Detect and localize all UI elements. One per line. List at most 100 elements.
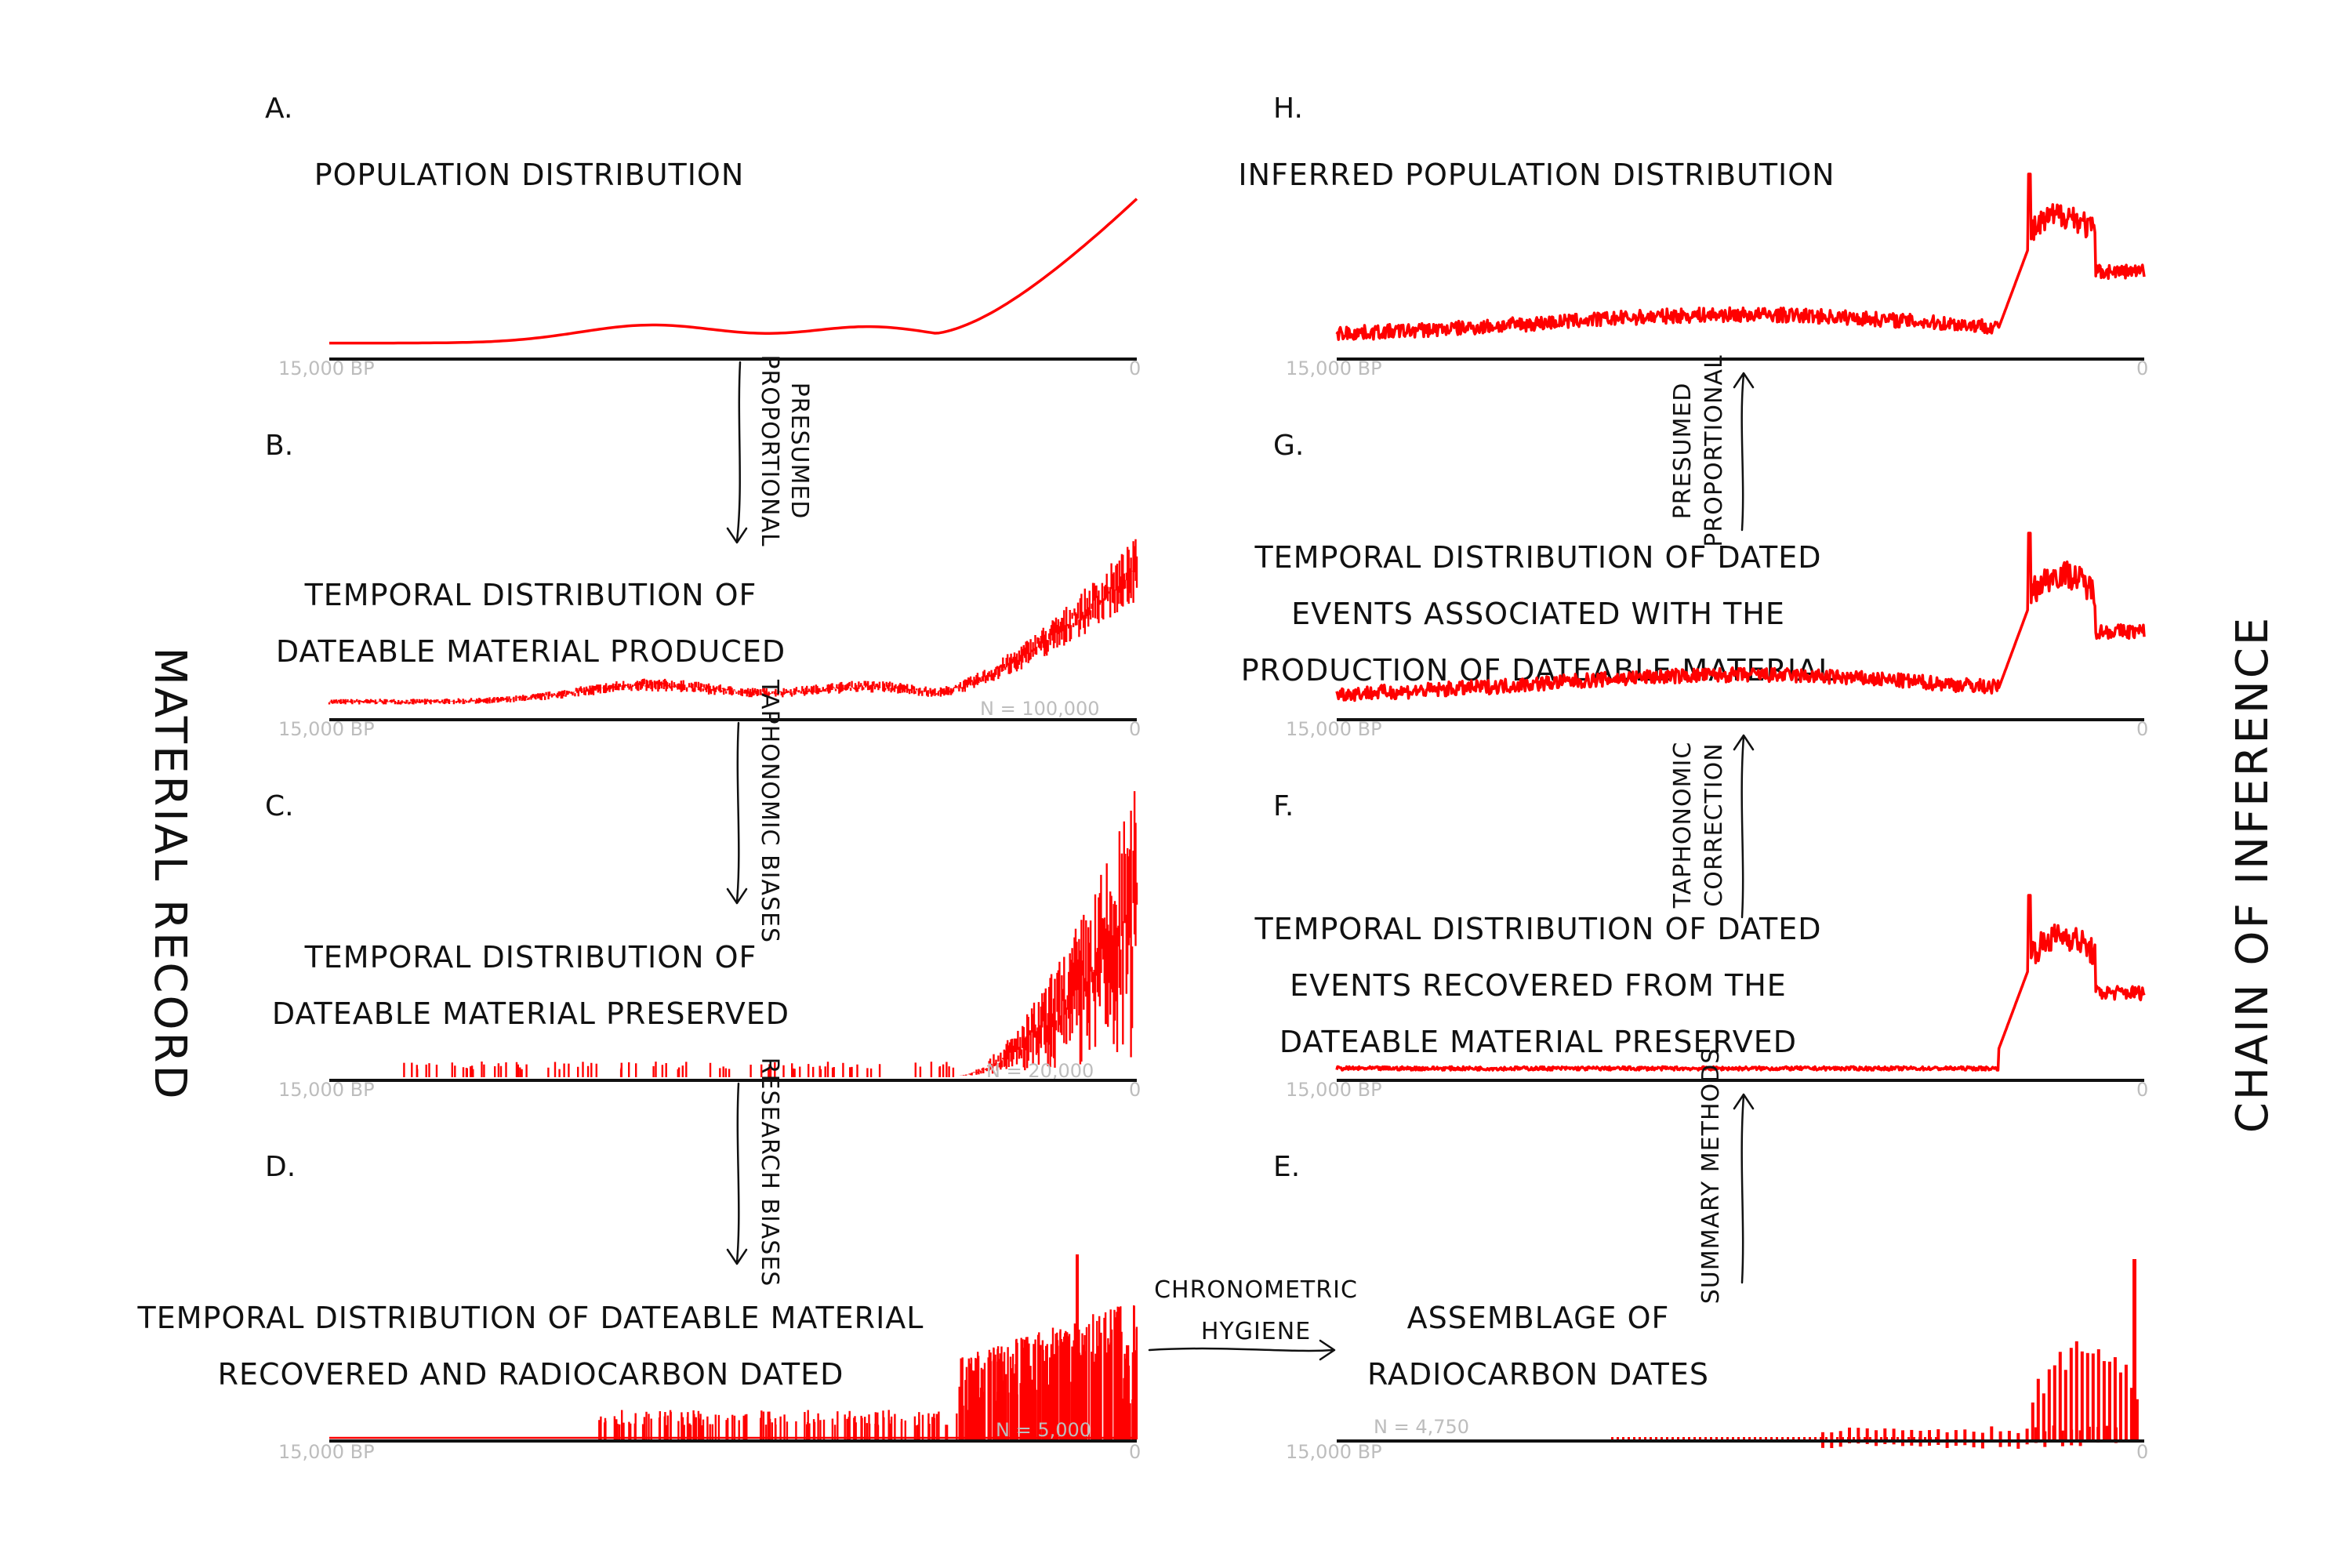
panel-e-bar — [1639, 1437, 1641, 1439]
panel-b-sample-size: N = 100,000 — [980, 698, 1100, 720]
panel-e-bar — [1954, 1430, 1958, 1446]
arrow-f-g-label-2: CORRECTION — [1700, 742, 1728, 906]
panel-e-bar — [1803, 1437, 1806, 1439]
panel-b-trace — [328, 539, 1138, 705]
panel-e-bar — [1798, 1437, 1800, 1439]
panel-e-bar — [1759, 1437, 1762, 1439]
panel-h-trace — [1335, 172, 2146, 341]
arrow-a-b-label-2: PROPORTIONAL — [756, 354, 783, 546]
panel-f-title-line-3: DATEABLE MATERIAL PRESERVED — [1279, 1025, 1797, 1059]
panel-e-bar — [1913, 1437, 1915, 1439]
panel-f-trace — [1335, 894, 2146, 1072]
panel-e-bar — [1726, 1437, 1729, 1439]
panel-e-bar — [2034, 1427, 2038, 1443]
panel-e-bar — [1880, 1437, 1882, 1439]
panel-a: A. POPULATION DISTRIBUTION 15,000 BP 0 — [265, 93, 1141, 379]
panel-e-bar — [1990, 1426, 1994, 1443]
panel-e-bar — [2113, 1357, 2117, 1439]
panel-d-title-line-1: TEMPORAL DISTRIBUTION OF DATEABLE MATERI… — [137, 1301, 924, 1335]
panel-b: B. TEMPORAL DISTRIBUTION OF DATEABLE MAT… — [265, 430, 1141, 740]
panel-e-bar — [2129, 1388, 2133, 1439]
panel-e-bar — [1901, 1430, 1904, 1446]
panel-g-axis-end: 0 — [2136, 718, 2148, 740]
panel-b-axis-end: 0 — [1129, 718, 1141, 740]
panel-g-title-line-2: EVENTS ASSOCIATED WITH THE — [1291, 597, 1785, 631]
panel-f-axis-start: 15,000 BP — [1286, 1079, 1382, 1101]
panel-e-bar — [1896, 1437, 1899, 1439]
panel-e-bar — [1655, 1437, 1657, 1439]
panel-c-axis-start: 15,000 BP — [278, 1079, 375, 1101]
panel-e-bar — [1693, 1437, 1696, 1439]
panel-e-bar — [2078, 1430, 2082, 1446]
panel-e-bar — [1814, 1437, 1817, 1439]
panel-c-plot — [403, 791, 1138, 1077]
panel-e-bar — [2047, 1369, 2051, 1439]
panel-e-bar — [1891, 1437, 1893, 1439]
panel-e-title-line-2: RADIOCARBON DATES — [1367, 1357, 1709, 1392]
panel-h-axis-end: 0 — [2136, 358, 2148, 379]
panel-e-bar — [1688, 1437, 1690, 1439]
panel-e-bar — [1710, 1437, 1712, 1439]
panel-e-bar — [1765, 1437, 1767, 1439]
arrow-c-to-d: RESEARCH BIASES — [726, 1058, 783, 1287]
panel-d: D. TEMPORAL DISTRIBUTION OF DATEABLE MAT… — [137, 1151, 1142, 1463]
panel-e-bar — [1781, 1437, 1784, 1439]
panel-a-axis-end: 0 — [1129, 358, 1141, 379]
arrow-e-to-f: SUMMARY METHODS — [1697, 1048, 1755, 1305]
panel-d-title-line-2: RECOVERED AND RADIOCARBON DATED — [218, 1357, 844, 1392]
panel-d-axis-start: 15,000 BP — [278, 1441, 375, 1463]
arrow-f-g-line — [1733, 734, 1755, 919]
panel-e-plot — [1611, 1259, 2139, 1449]
panel-d-plot — [329, 1254, 1138, 1439]
panel-e-bar — [1848, 1427, 1851, 1443]
panel-e-bar — [2091, 1353, 2095, 1439]
panel-e-bar — [2105, 1425, 2109, 1442]
arrow-d-e-label-1: CHRONOMETRIC — [1154, 1276, 1358, 1304]
panel-g-axis-start: 15,000 BP — [1286, 718, 1382, 740]
panel-e-bar — [1886, 1437, 1888, 1439]
material-record-label: MATERIAL RECORD — [144, 647, 195, 1101]
panel-e-bar — [1809, 1437, 1811, 1439]
panel-e-bar — [1865, 1428, 1869, 1444]
panel-e-bar — [2124, 1364, 2128, 1439]
panel-b-title-line-2: DATEABLE MATERIAL PRODUCED — [276, 634, 786, 669]
panel-e-bar — [2087, 1426, 2091, 1443]
panel-e-bar — [1792, 1437, 1795, 1439]
panel-e-bar — [1628, 1437, 1630, 1439]
panel-d-bars — [598, 1305, 1138, 1439]
panel-d-tall-bar — [1076, 1254, 1079, 1439]
arrow-d-to-e: CHRONOMETRIC HYGIENE — [1148, 1276, 1358, 1361]
panel-g-title-line-1: TEMPORAL DISTRIBUTION OF DATED — [1254, 540, 1821, 575]
panel-h-plot — [1335, 172, 2146, 341]
panel-e-bar — [2096, 1349, 2100, 1439]
panel-e-bar — [1770, 1437, 1773, 1439]
panel-e-bar — [2074, 1341, 2078, 1439]
panel-e-bar — [2118, 1372, 2122, 1439]
arrow-g-h-line — [1733, 372, 1755, 532]
panel-e-bar — [2031, 1402, 2034, 1439]
panel-c-axis-end: 0 — [1129, 1079, 1141, 1101]
panel-e-bar — [2025, 1428, 2029, 1445]
arrow-b-c-label-1: TAPHONOMIC BIASES — [756, 679, 783, 943]
panel-a-axis-start: 15,000 BP — [278, 358, 375, 379]
panel-e-bar — [2069, 1348, 2073, 1439]
panel-e-bar — [1611, 1437, 1613, 1439]
arrow-b-to-c: TAPHONOMIC BIASES — [726, 679, 783, 943]
arrow-e-f-line — [1733, 1093, 1755, 1284]
panel-e-bar — [1682, 1437, 1685, 1439]
panel-e-bar — [1825, 1437, 1828, 1439]
panel-e-title-line-1: ASSEMBLAGE OF — [1407, 1301, 1670, 1335]
panel-g-plot — [1335, 532, 2146, 702]
arrow-b-c-line — [726, 721, 748, 905]
panel-e-bar — [2080, 1351, 2084, 1439]
arrow-e-f-label-1: SUMMARY METHODS — [1697, 1048, 1725, 1305]
panel-e-bar — [2042, 1393, 2045, 1439]
panel-e-bar — [1743, 1437, 1745, 1439]
arrow-d-e-label-2: HYGIENE — [1201, 1318, 1311, 1345]
panel-f-plot — [1335, 894, 2146, 1072]
panel-e-bar — [1928, 1430, 1931, 1446]
panel-e-bar — [1875, 1430, 1878, 1446]
panel-e-bar — [1998, 1431, 2002, 1447]
panel-c-trace — [959, 791, 1138, 1076]
